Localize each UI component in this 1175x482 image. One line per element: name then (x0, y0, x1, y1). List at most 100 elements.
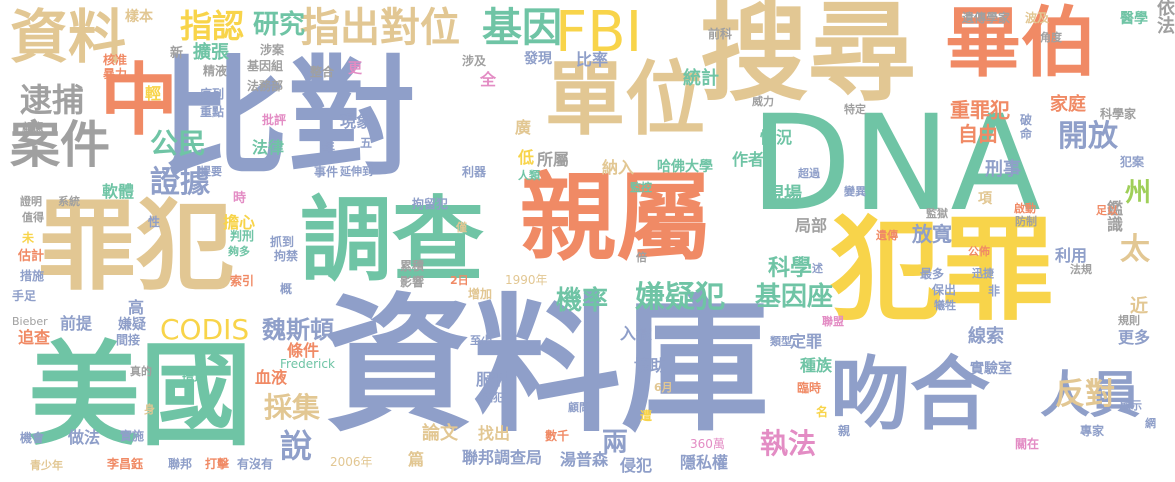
word-28: 機率 (556, 286, 609, 316)
word-49: 利用 (1055, 246, 1088, 265)
word-12: 畢伯 (945, 0, 1097, 87)
word-107: 遺傳學家 (962, 11, 1011, 25)
word-118: 整合 (310, 65, 335, 79)
word-86: 聯邦調查局 (462, 448, 543, 467)
word-191: 破 (1020, 113, 1033, 127)
word-9: 調查 (300, 187, 485, 294)
word-61: 發現 (524, 51, 552, 67)
word-155: 累積 (400, 259, 425, 273)
word-75: 種族 (800, 356, 833, 375)
word-33: 執法 (760, 427, 817, 460)
word-190: 命 (1020, 127, 1033, 141)
word-44: 刑事 (985, 159, 1021, 180)
word-5: 美國 (28, 331, 252, 461)
word-186: 足以 (1096, 204, 1118, 217)
word-11: 單位 (545, 53, 705, 146)
word-126: 重點 (200, 105, 225, 119)
word-42: 州 (1125, 178, 1152, 208)
word-116: 基因組 (247, 59, 284, 73)
word-62: 所屬 (537, 150, 570, 169)
word-181: 公佈 (968, 245, 990, 258)
word-136: 監控 (630, 181, 652, 194)
word-101: 專家 (1080, 424, 1105, 438)
word-85: 找出 (478, 424, 511, 443)
word-163: 遭 (640, 409, 653, 423)
word-1: 資料庫 (325, 280, 769, 452)
word-36: 科學 (768, 256, 813, 281)
word-193: 超過 (798, 167, 820, 180)
word-95: 有沒有 (237, 457, 274, 471)
word-10: 吻合 (830, 348, 990, 441)
word-67: 協助 (634, 356, 667, 375)
word-141: 證明 (20, 195, 42, 208)
word-26: 嫌疑犯 (635, 280, 725, 315)
word-46: 現場 (766, 184, 802, 205)
word-124: 輕 (145, 84, 162, 103)
word-133: 延伸到 (340, 165, 373, 178)
word-109: 醫學 (1120, 11, 1148, 27)
word-21: 研究 (253, 10, 306, 40)
word-3: DNA (750, 87, 1041, 241)
word-100: 360萬 (690, 437, 725, 451)
word-185: 啟動 (1014, 202, 1036, 215)
word-17: 人員 (1040, 366, 1140, 424)
word-112: 科學家 (1100, 107, 1137, 121)
word-22: 逮捕 (20, 81, 85, 119)
word-104: Bieber (12, 315, 48, 328)
word-113: 全 (480, 70, 497, 89)
word-122: 核准 (103, 53, 128, 67)
word-79: 高 (128, 298, 145, 317)
word-76: 定罪 (790, 332, 823, 351)
word-188: 項 (978, 191, 992, 207)
word-24: 證據 (150, 165, 210, 200)
word-201: 親 (838, 424, 851, 438)
word-63: 廣 (515, 118, 532, 137)
word-160: 囚犯 (482, 391, 504, 404)
word-182: 監獄 (926, 207, 948, 220)
word-70: 線索 (968, 326, 1004, 347)
word-35: 兩 (602, 428, 629, 458)
word-71: 更多 (1118, 328, 1151, 347)
word-6: 犯罪 (830, 206, 1054, 336)
word-139: 擔心 (223, 213, 256, 232)
word-127: 顧慮 (22, 121, 44, 134)
word-69: 服刑 (476, 370, 509, 389)
word-66: 哈佛大學 (657, 159, 713, 175)
word-177: 犧牲 (934, 299, 956, 312)
word-171: 名 (816, 405, 829, 419)
word-52: 情況 (760, 128, 793, 147)
word-143: 值得 (22, 211, 44, 224)
word-58: 家庭 (1050, 94, 1086, 115)
word-132: 事件 (314, 165, 339, 179)
word-158: 增加 (468, 287, 493, 301)
word-166: 真的 (130, 365, 152, 378)
word-149: 判刑 (230, 229, 255, 243)
word-180: 法規 (1070, 263, 1092, 276)
word-7: 罪犯 (38, 190, 235, 304)
word-27: 基因座 (755, 282, 834, 312)
word-37: 統計 (683, 68, 719, 89)
word-137: 提要 (200, 165, 222, 178)
word-99: 數千 (545, 429, 570, 443)
word-200: 述 (812, 262, 823, 275)
word-183: 遺傳 (876, 229, 898, 242)
word-110: 依法 (1154, 0, 1175, 34)
word-60: 比率 (576, 50, 609, 69)
word-88: 侵犯 (620, 456, 653, 475)
word-147: 未 (22, 231, 35, 245)
word-23: 開放 (1058, 119, 1118, 154)
word-195: 特定 (844, 103, 866, 116)
word-154: 概 (280, 282, 293, 296)
word-91: 2006年 (330, 455, 373, 469)
word-198: 倍 (636, 251, 647, 264)
word-168: 類型 (770, 335, 792, 348)
word-121: 精液 (203, 64, 228, 78)
word-128: 批評 (262, 113, 287, 127)
word-176: 保出 (932, 283, 957, 297)
word-8: 親屬 (520, 162, 712, 274)
word-102: 關在 (1015, 437, 1040, 451)
word-194: 變異 (844, 185, 866, 198)
word-4: 搜尋 (700, 0, 917, 116)
word-89: 隱私權 (680, 453, 729, 472)
word-47: 鑑識 (1104, 200, 1123, 232)
